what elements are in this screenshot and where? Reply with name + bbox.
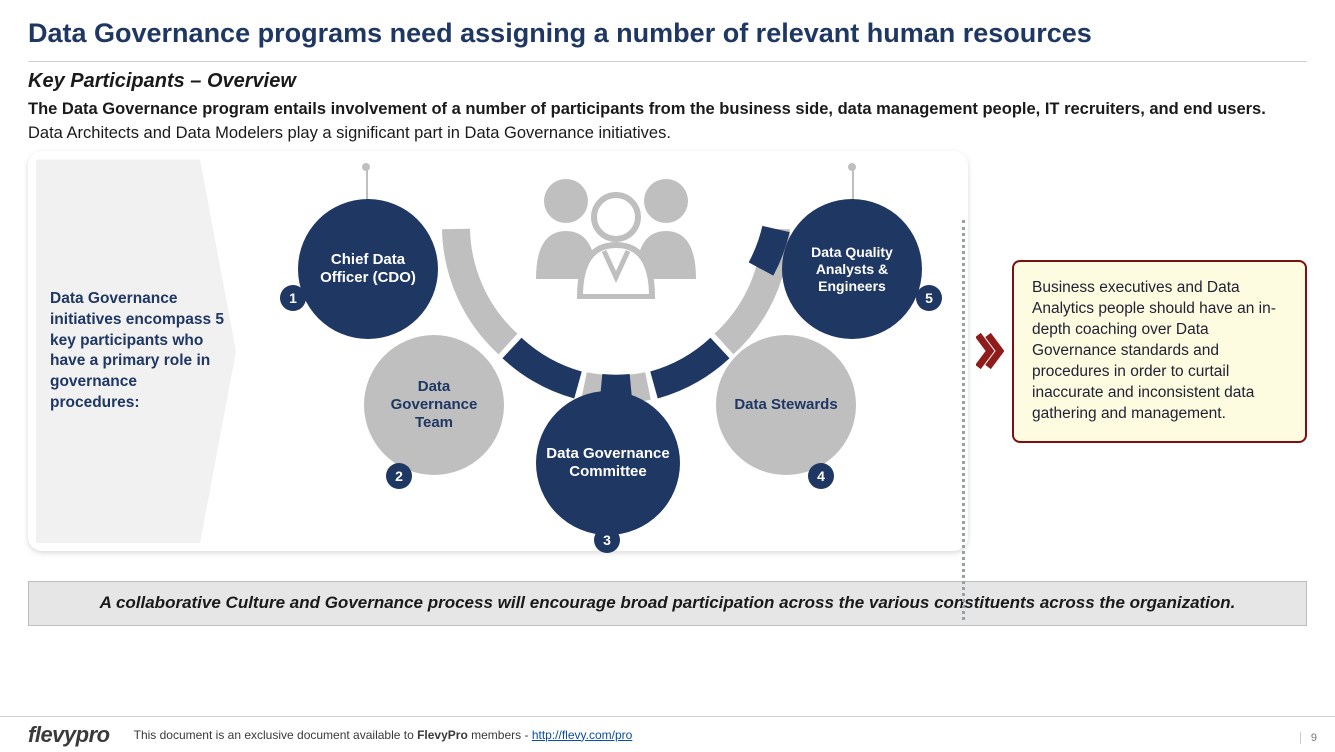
slide: Data Governance programs need assigning …: [0, 0, 1335, 752]
participant-number-badge: 5: [916, 285, 942, 311]
content-row: Data Governance initiatives encompass 5 …: [28, 151, 1307, 551]
people-icon: [516, 169, 716, 299]
footer: flevypro This document is an exclusive d…: [0, 716, 1335, 752]
left-arrow-block: Data Governance initiatives encompass 5 …: [36, 159, 236, 543]
logo-sub: pro: [76, 722, 110, 747]
participant-bubble: Data Stewards: [716, 335, 856, 475]
participant-number-badge: 1: [280, 285, 306, 311]
participant-number-badge: 3: [594, 527, 620, 553]
diagram-card: Data Governance initiatives encompass 5 …: [28, 151, 968, 551]
participant-bubble: Data Governance Committee: [536, 391, 680, 535]
callout-box: Business executives and Data Analytics p…: [1012, 260, 1307, 442]
callout-column: Business executives and Data Analytics p…: [982, 151, 1307, 551]
participant-bubble: Data Governance Team: [364, 335, 504, 475]
bottom-banner: A collaborative Culture and Governance p…: [28, 581, 1307, 625]
connector-line: [366, 169, 368, 203]
page-number: 9: [1300, 732, 1317, 744]
connector-line: [852, 169, 854, 203]
slide-title: Data Governance programs need assigning …: [28, 18, 1307, 62]
logo-main: flevy: [28, 722, 76, 747]
participant-bubble: Chief Data Officer (CDO): [298, 199, 438, 339]
footer-link[interactable]: http://flevy.com/pro: [532, 728, 632, 742]
chevron-icon: [976, 331, 1004, 371]
footer-text: This document is an exclusive document a…: [134, 728, 633, 742]
connector-dot: [362, 163, 370, 171]
diagram-area: Chief Data Officer (CDO)1 Data Governance…: [236, 159, 960, 543]
connector-dot: [848, 163, 856, 171]
participant-number-badge: 2: [386, 463, 412, 489]
participant-number-badge: 4: [808, 463, 834, 489]
logo: flevypro: [28, 722, 110, 748]
intro-plain: Data Architects and Data Modelers play a…: [28, 124, 1307, 143]
vertical-divider: [962, 220, 965, 620]
slide-subtitle: Key Participants – Overview: [28, 70, 1307, 93]
intro-bold: The Data Governance program entails invo…: [28, 99, 1307, 120]
participant-bubble: Data Quality Analysts & Engineers: [782, 199, 922, 339]
left-arrow-text: Data Governance initiatives encompass 5 …: [50, 289, 226, 415]
